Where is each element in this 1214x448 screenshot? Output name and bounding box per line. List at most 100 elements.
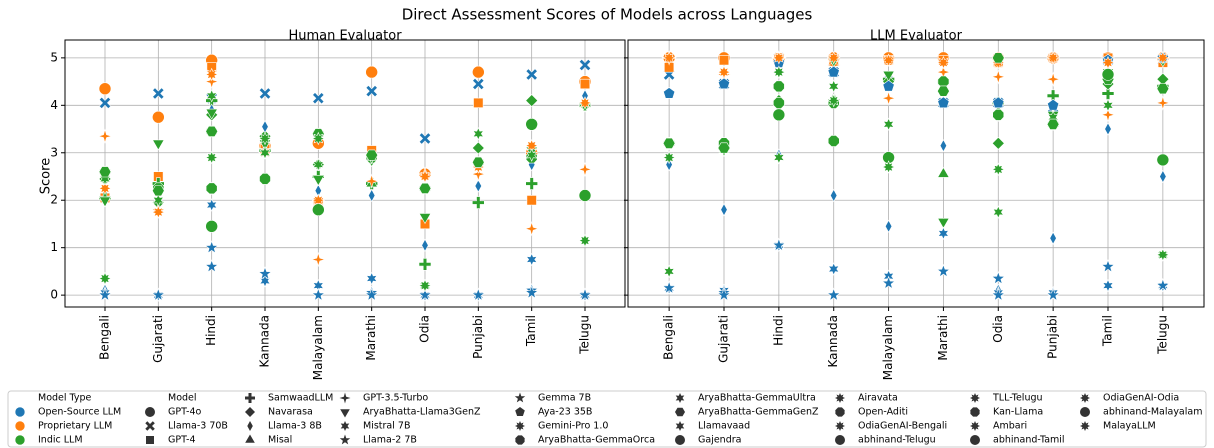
data-point [259,274,271,288]
legend-marker [970,435,980,445]
data-point [418,182,432,194]
data-point [1045,71,1061,87]
y-tick-label: 2 [50,193,58,207]
data-point [152,110,165,124]
legend-title: Model [168,393,197,404]
data-point [151,185,165,197]
y-tick-label: 4 [50,98,58,112]
x-tick-label: Gujarati [717,315,731,363]
data-point [98,271,112,286]
data-point [1047,98,1060,111]
data-point [662,51,676,65]
legend-marker [675,393,685,403]
legend-label: GPT-4 [168,435,196,446]
legend-label: TLL-Telugu [992,393,1043,404]
data-point [772,51,786,65]
legend-label: Ambari [993,421,1027,432]
data-point [525,148,538,162]
data-point [206,62,217,73]
data-point [470,166,486,182]
legend-label: Llama-3 8B [268,421,322,432]
data-point [311,131,326,146]
data-point [991,162,1006,177]
x-tick-label: Kannada [826,315,840,368]
legend-marker [340,409,350,418]
legend-marker [970,393,980,403]
data-point [718,55,730,66]
x-tick-label: Punjabi [1046,315,1060,359]
legend-marker [339,392,351,404]
x-tick-label: Malayalam [881,315,895,380]
x-tick-label: Marathi [936,315,950,361]
legend-label: Airavata [858,393,898,404]
data-point [98,181,112,196]
data-point [261,120,269,134]
panel-title: Human Evaluator [288,29,402,44]
legend-label: Gemini-Pro 1.0 [538,421,608,432]
data-point [662,150,676,165]
legend-label: Llama-3 70B [168,421,228,432]
data-point [937,166,950,178]
data-point [525,252,538,267]
legend-label: Open-Aditi [858,407,908,418]
data-point [98,96,112,110]
legend-swatch [14,420,26,432]
data-point [312,175,325,187]
legend-label: MalayaLLM [1103,421,1156,432]
legend-label: Proprietary LLM [38,421,112,432]
data-point [717,65,731,79]
legend-label: abhinand-Tamil [993,435,1065,446]
data-point [205,89,218,103]
data-point [474,179,482,193]
legend-marker [515,421,525,431]
data-point [827,262,840,276]
data-point [881,275,896,290]
data-point [717,142,731,154]
legend-label: AryaBhatta-GemmaGenZ [698,407,819,418]
legend-marker [340,421,350,431]
legend-label: Indic LLM [38,435,83,446]
data-point [882,79,895,92]
data-point [258,131,272,146]
x-tick-label: Kannada [258,315,272,368]
x-tick-label: Bengali [662,315,676,360]
legend-marker [515,435,525,445]
data-point [826,93,841,108]
data-point [937,218,950,229]
legend-marker [514,392,526,403]
data-point [418,169,432,184]
data-point [259,146,271,160]
x-tick-label: Tamil [524,315,538,347]
data-point [204,150,219,165]
x-tick-label: Hindi [771,315,785,346]
legend-label: abhinand-Telugu [858,435,936,446]
x-tick-label: Bengali [98,315,112,360]
y-tick-label: 3 [50,145,58,159]
legend-marker [145,407,155,417]
data-point [473,97,484,108]
data-point [311,287,326,302]
legend-label: AryaBhatta-GemmaUltra [698,393,816,404]
legend-marker [675,421,685,431]
legend-label: AryaBhatta-Llama3GenZ [363,407,481,418]
legend-label: Open-Source LLM [38,407,121,418]
data-point [310,251,326,268]
data-point [882,117,895,132]
data-point [525,118,538,131]
data-point [881,160,896,174]
legend-marker [1080,393,1090,403]
legend-label: Llama-2 7B [363,435,417,446]
data-point [992,96,1005,109]
legend-swatch [14,406,26,418]
legend-marker [675,435,685,445]
legend-marker [245,393,255,403]
chart-title: Direct Assessment Scores of Models acros… [402,6,813,24]
data-point [526,195,537,206]
data-point [471,156,485,168]
data-point [578,189,592,202]
legend-label: SamwaadLLM [268,393,333,404]
legend-marker [339,434,351,445]
data-point [1102,98,1114,113]
data-point [827,135,840,147]
data-point [97,287,113,302]
